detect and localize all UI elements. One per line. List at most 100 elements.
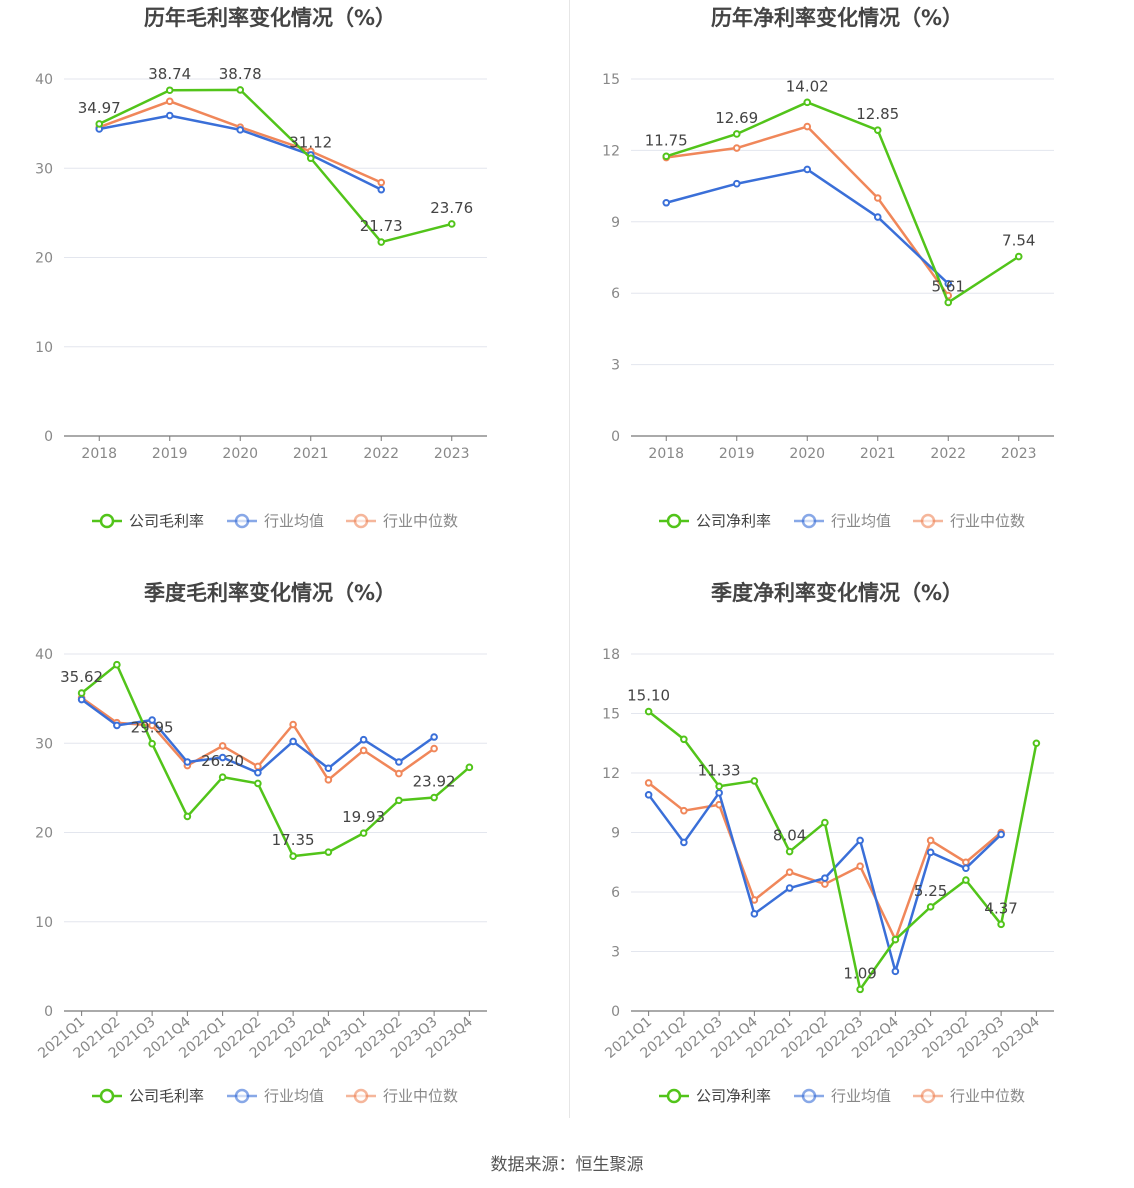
data-point-company bbox=[873, 126, 882, 134]
chart-svg-quarterly-gross-margin: 季度毛利率变化情况（%）0102030402021Q12021Q22021Q32… bbox=[35, 581, 487, 1105]
data-label: 12.85 bbox=[856, 105, 899, 123]
data-point-company bbox=[680, 735, 688, 744]
data-point-avg bbox=[359, 735, 368, 744]
y-tick-label: 10 bbox=[35, 340, 53, 356]
data-point-company bbox=[113, 660, 121, 669]
legend-item-company[interactable]: 公司毛利率 bbox=[92, 512, 204, 530]
data-point-median bbox=[926, 836, 935, 845]
x-tick-label: 2021 bbox=[293, 446, 329, 462]
y-tick-label: 0 bbox=[44, 429, 53, 445]
data-point-avg bbox=[873, 213, 882, 221]
x-tick-label: 2018 bbox=[648, 446, 684, 462]
data-label: 11.75 bbox=[645, 131, 688, 149]
x-tick-label: 2020 bbox=[222, 446, 258, 462]
legend-item-company[interactable]: 公司净利率 bbox=[659, 1087, 771, 1105]
data-label: 4.37 bbox=[984, 899, 1017, 917]
data-point-company bbox=[95, 120, 104, 128]
x-tick-label: 2019 bbox=[719, 446, 755, 462]
data-label: 7.54 bbox=[1002, 232, 1035, 250]
legend-item-avg[interactable]: 行业均值 bbox=[794, 1087, 891, 1105]
legend-item-median[interactable]: 行业中位数 bbox=[346, 1087, 458, 1105]
data-point-company bbox=[856, 985, 864, 994]
legend-label: 行业中位数 bbox=[950, 512, 1025, 530]
series-line-avg bbox=[665, 168, 950, 285]
data-point-avg bbox=[926, 848, 935, 857]
legend-label: 公司毛利率 bbox=[129, 1087, 204, 1105]
y-tick-label: 3 bbox=[611, 358, 620, 374]
data-point-avg bbox=[324, 764, 333, 773]
data-point-company bbox=[926, 903, 935, 911]
y-tick-label: 6 bbox=[611, 286, 620, 302]
y-tick-label: 0 bbox=[44, 1004, 53, 1020]
y-tick-label: 20 bbox=[35, 826, 53, 842]
data-point-company bbox=[447, 220, 456, 228]
data-label: 11.33 bbox=[698, 761, 741, 779]
data-point-company bbox=[306, 154, 315, 163]
chart-title: 季度净利率变化情况（%） bbox=[711, 581, 963, 605]
chart-title: 季度毛利率变化情况（%） bbox=[144, 581, 396, 605]
y-tick-label: 30 bbox=[35, 161, 53, 177]
data-point-median bbox=[785, 868, 794, 876]
data-point-avg bbox=[218, 753, 227, 762]
legend-label: 行业均值 bbox=[831, 1087, 891, 1105]
legend-item-median[interactable]: 行业中位数 bbox=[913, 1087, 1025, 1105]
data-point-company bbox=[395, 796, 403, 805]
series-line-median bbox=[666, 125, 950, 297]
data-point-avg bbox=[165, 111, 174, 120]
series-line-company bbox=[665, 101, 1020, 304]
data-point-avg bbox=[183, 758, 192, 766]
data-point-company bbox=[77, 689, 86, 697]
legend-item-avg[interactable]: 行业均值 bbox=[794, 512, 891, 530]
y-tick-label: 3 bbox=[611, 945, 620, 961]
data-label: 29.95 bbox=[131, 719, 174, 737]
y-tick-label: 9 bbox=[611, 826, 620, 842]
data-point-avg bbox=[997, 830, 1005, 839]
legend-item-company[interactable]: 公司毛利率 bbox=[92, 1087, 204, 1105]
data-point-company bbox=[1014, 252, 1023, 261]
x-tick-label: 2022 bbox=[363, 446, 399, 462]
data-point-median bbox=[165, 97, 174, 106]
data-point-avg bbox=[891, 967, 900, 976]
data-point-median bbox=[962, 858, 970, 867]
legend-swatch-marker bbox=[920, 1088, 936, 1104]
data-point-median bbox=[289, 720, 297, 729]
data-point-company bbox=[183, 812, 192, 821]
chart-svg-annual-gross-margin: 历年毛利率变化情况（%） 0 10 20 30 40 2018 2019 2020 2021 202… bbox=[35, 6, 487, 530]
data-point-company bbox=[218, 773, 227, 781]
data-label: 5.61 bbox=[932, 277, 965, 295]
data-point-avg bbox=[732, 179, 741, 188]
data-point-company bbox=[944, 298, 953, 307]
legend-swatch-marker bbox=[920, 513, 936, 529]
data-point-company bbox=[662, 152, 671, 161]
legend-label: 公司净利率 bbox=[696, 1087, 771, 1105]
legend-item-median[interactable]: 行业中位数 bbox=[346, 512, 458, 530]
legend-item-avg[interactable]: 行业均值 bbox=[227, 512, 324, 530]
data-label: 26.20 bbox=[201, 752, 244, 770]
data-point-company bbox=[289, 852, 297, 860]
data-point-company bbox=[821, 818, 829, 827]
data-point-avg bbox=[803, 165, 812, 174]
legend-swatch-marker bbox=[234, 513, 250, 529]
data-point-company bbox=[997, 920, 1005, 929]
y-tick-label: 0 bbox=[611, 429, 620, 445]
legend-item-median[interactable]: 行业中位数 bbox=[913, 512, 1025, 530]
y-tick-label: 20 bbox=[35, 251, 53, 267]
data-point-company bbox=[165, 86, 174, 95]
data-point-company bbox=[715, 782, 723, 791]
legend-item-avg[interactable]: 行业均值 bbox=[227, 1087, 324, 1105]
y-tick-label: 18 bbox=[602, 647, 620, 663]
data-label: 23.76 bbox=[430, 199, 473, 217]
legend-swatch-marker bbox=[666, 1088, 682, 1104]
data-point-company bbox=[377, 238, 386, 246]
legend-swatch-marker bbox=[801, 513, 817, 529]
data-label: 21.73 bbox=[360, 217, 403, 235]
legend-label: 行业中位数 bbox=[383, 512, 458, 530]
data-point-avg bbox=[662, 198, 671, 207]
legend-swatch-marker bbox=[353, 1088, 369, 1104]
data-point-avg bbox=[377, 185, 386, 194]
data-label: 34.97 bbox=[78, 99, 121, 117]
data-point-median bbox=[395, 769, 403, 778]
legend-item-company[interactable]: 公司净利率 bbox=[659, 512, 771, 530]
y-tick-label: 40 bbox=[35, 647, 53, 663]
data-point-avg bbox=[715, 789, 723, 797]
